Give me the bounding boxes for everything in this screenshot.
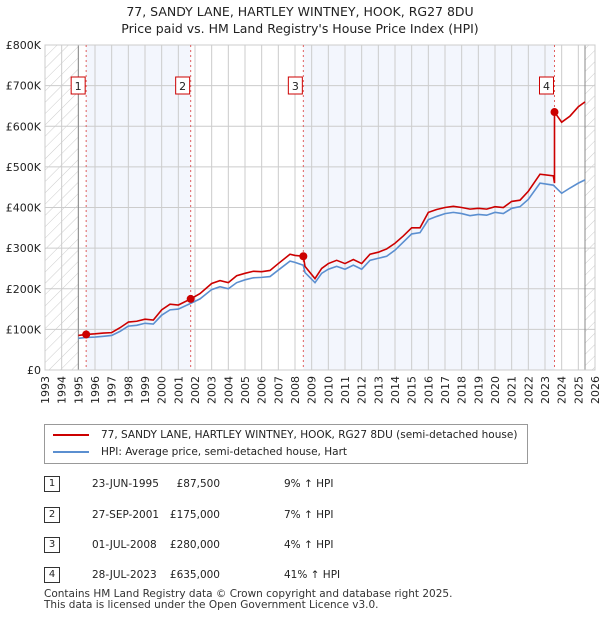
sale-hpi-diff: 7% ↑ HPI: [284, 509, 334, 521]
sale-label: 4: [543, 80, 550, 93]
legend-blue-line: [53, 451, 89, 453]
x-tick-label: 2005: [239, 376, 252, 404]
x-tick-label: 2002: [189, 376, 202, 404]
footer-line-1: Contains HM Land Registry data © Crown c…: [44, 588, 453, 600]
sale-hpi-diff: 4% ↑ HPI: [284, 539, 334, 551]
footer: Contains HM Land Registry data © Crown c…: [44, 589, 452, 611]
sale-date: 01-JUL-2008: [92, 539, 157, 551]
sale-label-box: [539, 76, 554, 95]
x-tick-label: 2009: [306, 376, 319, 404]
hpi-line: [78, 179, 586, 340]
y-tick-label: £400K: [6, 202, 42, 215]
x-tick-label: 1999: [139, 376, 152, 404]
y-tick-label: £700K: [6, 80, 42, 93]
sale-date: 28-JUL-2023: [92, 569, 157, 581]
sale-hpi-diff: 9% ↑ HPI: [284, 478, 334, 490]
x-tick-label: 2014: [389, 376, 402, 404]
chart-title: 77, SANDY LANE, HARTLEY WINTNEY, HOOK, R…: [126, 4, 474, 19]
x-tick-label: 2006: [256, 376, 269, 404]
x-tick-label: 2008: [289, 376, 302, 404]
plot-frame: [44, 44, 596, 371]
sale-number: 1: [44, 476, 60, 492]
x-tick-label: 2020: [489, 376, 502, 404]
chart-subtitle: Price paid vs. HM Land Registry's House …: [121, 21, 479, 36]
x-tick-label: 1998: [122, 376, 135, 404]
x-tick-label: 1994: [56, 376, 69, 404]
sale-label: 1: [75, 80, 82, 93]
y-tick-label: £100K: [6, 323, 42, 336]
x-tick-label: 2025: [572, 376, 585, 404]
x-tick-label: 2024: [556, 376, 569, 404]
legend-red-line: [53, 434, 89, 436]
x-tick-label: 2012: [356, 376, 369, 404]
y-tick-label: £200K: [6, 283, 42, 296]
x-tick-label: 1995: [72, 376, 85, 404]
x-tick-label: 2010: [322, 376, 335, 404]
sale-point: [82, 330, 91, 339]
sale-label: 2: [179, 80, 186, 93]
footer-line-2: This data is licensed under the Open Gov…: [44, 599, 379, 611]
x-tick-label: 2017: [439, 376, 452, 404]
y-tick-label: £800K: [6, 39, 42, 52]
legend-red-label: 77, SANDY LANE, HARTLEY WINTNEY, HOOK, R…: [101, 429, 518, 441]
x-tick-label: 1996: [89, 376, 102, 404]
legend-blue-label: HPI: Average price, semi-detached house,…: [101, 446, 347, 458]
sale-point: [550, 108, 559, 117]
x-tick-label: 2023: [539, 376, 552, 404]
sale-date: 27-SEP-2001: [92, 509, 160, 521]
x-tick-label: 1997: [106, 376, 119, 404]
y-tick-label: £0: [27, 364, 41, 377]
price-chart: 1993 1994 1995 1996 1997 1998 1999 2000 2001 2002…: [6, 39, 600, 404]
x-tick-label: 2003: [206, 376, 219, 404]
x-tick-label: 2004: [222, 376, 235, 404]
x-tick-label: 2021: [506, 376, 519, 404]
sale-hpi-diff: 41% ↑ HPI: [284, 569, 341, 581]
price-paid-line: [78, 101, 586, 337]
sale-point: [186, 294, 195, 303]
sale-label-box: [175, 76, 191, 95]
sale-label-box: [70, 76, 86, 95]
x-tick-label: 2000: [156, 376, 169, 404]
x-tick-label: 2015: [406, 376, 419, 404]
sale-label-box: [287, 76, 303, 95]
x-tick-label: 1993: [39, 376, 52, 404]
sale-point: [299, 252, 308, 261]
sale-number: 4: [44, 567, 60, 583]
x-tick-label: 2007: [272, 376, 285, 404]
legend: 77, SANDY LANE, HARTLEY WINTNEY, HOOK, R…: [44, 424, 528, 464]
x-tick-label: 2013: [372, 376, 385, 404]
sale-label: 3: [292, 80, 299, 93]
y-tick-label: £600K: [6, 120, 42, 133]
x-tick-label: 2016: [422, 376, 435, 404]
x-tick-label: 2026: [589, 376, 600, 404]
y-tick-label: £300K: [6, 242, 42, 255]
y-tick-label: £500K: [6, 161, 42, 174]
sale-number: 2: [44, 507, 60, 523]
x-tick-label: 2001: [172, 376, 185, 404]
x-tick-label: 2019: [472, 376, 485, 404]
sale-date: 23-JUN-1995: [92, 478, 159, 490]
x-tick-label: 2018: [456, 376, 469, 404]
x-tick-label: 2022: [522, 376, 535, 404]
x-tick-label: 2011: [339, 376, 352, 404]
sale-number: 3: [44, 537, 60, 553]
